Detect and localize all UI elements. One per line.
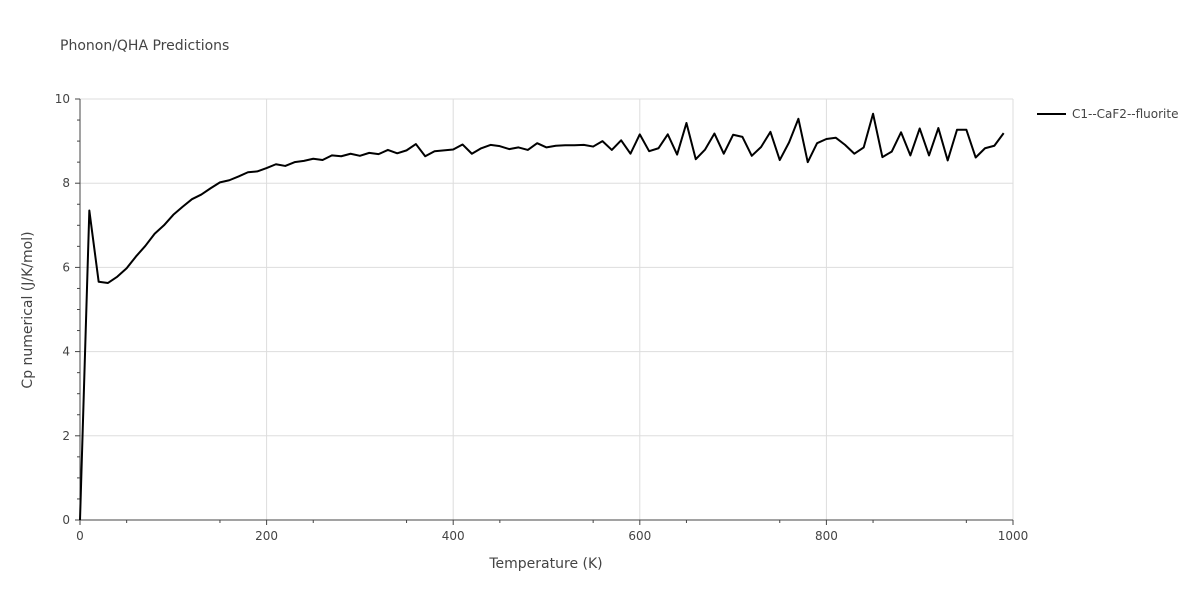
legend-item[interactable]: C1--CaF2--fluorite	[1037, 107, 1178, 121]
chart-title: Phonon/QHA Predictions	[60, 38, 229, 54]
x-tick-label: 600	[628, 529, 651, 543]
y-axis-title: Cp numerical (J/K/mol)	[20, 231, 36, 388]
x-tick-label: 400	[442, 529, 465, 543]
gridlines	[80, 98, 1014, 520]
x-tick-label: 0	[76, 529, 84, 543]
axes: 0 200 400 600 800 1000 0 2 4 6 8 10	[55, 92, 1029, 543]
series-line	[79, 112, 1005, 521]
y-tick-label: 6	[62, 260, 70, 274]
y-tick-label: 2	[62, 429, 70, 443]
legend[interactable]: C1--CaF2--fluorite	[1037, 107, 1178, 121]
x-tick-label: 200	[255, 529, 278, 543]
x-tick-label: 800	[815, 529, 838, 543]
series-layer	[79, 112, 1005, 521]
y-tick-label: 4	[62, 345, 70, 359]
y-tick-label: 0	[62, 513, 70, 527]
y-tick-label: 10	[55, 92, 70, 106]
y-tick-label: 8	[62, 176, 70, 190]
x-tick-label: 1000	[998, 529, 1029, 543]
x-axis-title: Temperature (K)	[488, 556, 602, 572]
legend-label: C1--CaF2--fluorite	[1072, 107, 1178, 121]
